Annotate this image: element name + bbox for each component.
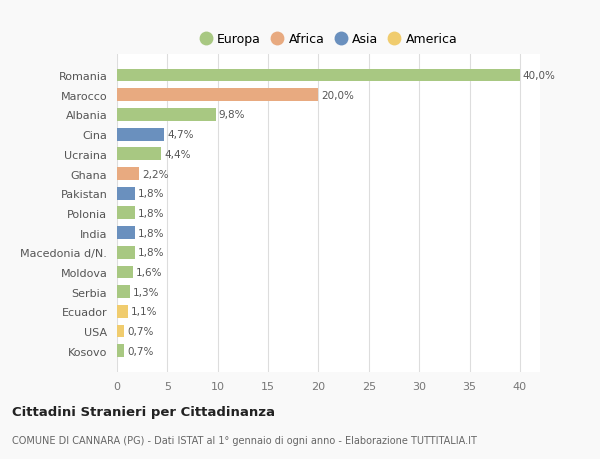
Text: 20,0%: 20,0% — [322, 90, 355, 101]
Text: 1,8%: 1,8% — [138, 189, 164, 199]
Legend: Europa, Africa, Asia, America: Europa, Africa, Asia, America — [196, 30, 461, 50]
Bar — [117, 187, 135, 200]
Bar — [117, 266, 133, 279]
Text: 0,7%: 0,7% — [127, 346, 154, 356]
Text: 2,2%: 2,2% — [142, 169, 169, 179]
Text: 1,3%: 1,3% — [133, 287, 160, 297]
Bar — [117, 305, 128, 318]
Bar — [117, 325, 124, 338]
Bar — [117, 148, 161, 161]
Bar — [117, 168, 139, 180]
Bar — [117, 109, 216, 122]
Text: 9,8%: 9,8% — [219, 110, 245, 120]
Text: 1,6%: 1,6% — [136, 268, 163, 277]
Bar — [117, 207, 135, 220]
Text: 0,7%: 0,7% — [127, 326, 154, 336]
Text: 4,7%: 4,7% — [167, 130, 194, 140]
Bar — [117, 246, 135, 259]
Text: 1,8%: 1,8% — [138, 228, 164, 238]
Bar — [117, 89, 319, 102]
Bar — [117, 345, 124, 358]
Bar — [117, 285, 130, 298]
Text: Cittadini Stranieri per Cittadinanza: Cittadini Stranieri per Cittadinanza — [12, 405, 275, 419]
Bar — [117, 227, 135, 240]
Text: 4,4%: 4,4% — [164, 150, 191, 159]
Text: COMUNE DI CANNARA (PG) - Dati ISTAT al 1° gennaio di ogni anno - Elaborazione TU: COMUNE DI CANNARA (PG) - Dati ISTAT al 1… — [12, 435, 477, 445]
Text: 1,8%: 1,8% — [138, 248, 164, 258]
Text: 1,8%: 1,8% — [138, 208, 164, 218]
Bar — [117, 69, 520, 82]
Text: 40,0%: 40,0% — [523, 71, 556, 81]
Bar — [117, 129, 164, 141]
Text: 1,1%: 1,1% — [131, 307, 158, 317]
